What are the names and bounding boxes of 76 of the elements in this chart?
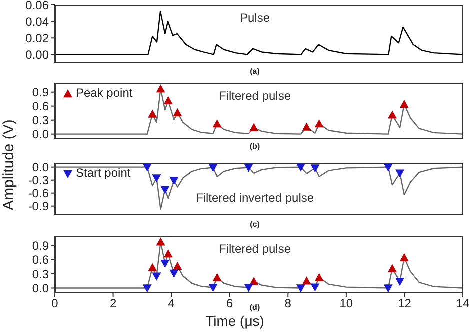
x-tick-label: 2 (110, 296, 117, 311)
point (164, 96, 173, 104)
y-tick-label: -0.6 (28, 186, 50, 201)
annotation: Pulse (238, 11, 272, 25)
point (400, 100, 409, 108)
point (170, 270, 179, 278)
point (173, 108, 182, 116)
legend-label: Peak point (76, 86, 133, 100)
y-tick-label: -0.3 (28, 174, 50, 188)
x-tick-label: 0 (52, 296, 59, 311)
point (250, 123, 259, 132)
point (388, 264, 397, 272)
y-tick-label: 0.02 (26, 31, 50, 46)
point (156, 84, 166, 93)
point (156, 238, 166, 246)
point (296, 284, 306, 293)
x-tick-label: 12 (398, 296, 412, 311)
point (314, 273, 324, 282)
x-tick-label: 14 (456, 296, 469, 311)
x-axis-title: Time (μs) (204, 313, 266, 329)
y-tick-label: 0.3 (32, 267, 50, 282)
annotation: Filtered inverted pulse (194, 191, 316, 205)
point (302, 122, 312, 131)
y-tick-label: 0.0 (32, 128, 50, 142)
point (148, 110, 158, 118)
y-axis-title: Amplitude (V) (0, 120, 18, 210)
point (384, 164, 393, 172)
point (152, 272, 162, 281)
point (208, 164, 218, 172)
x-tick-label: 4 (168, 296, 176, 311)
point (296, 164, 306, 172)
line-series (55, 11, 463, 56)
annotation: Filtered pulse (218, 89, 292, 103)
point (142, 284, 152, 293)
text: (a) (249, 67, 261, 77)
point (302, 276, 312, 285)
text: (c) (249, 220, 261, 230)
y-tick-label: 0.0 (32, 160, 50, 175)
point (164, 250, 173, 258)
point (244, 284, 254, 292)
point (396, 170, 405, 178)
point (152, 174, 162, 183)
point (212, 120, 222, 128)
x-tick-label: 6 (226, 296, 234, 311)
y-tick-label: 0.04 (26, 14, 50, 29)
legend-label: Start point (76, 166, 131, 180)
y-tick-label: 0.9 (32, 238, 50, 253)
text: (b) (248, 142, 262, 152)
y-tick-label: 0.06 (26, 0, 50, 12)
annotation: Filtered pulse (218, 242, 292, 256)
point (173, 262, 182, 270)
y-tick-label: 0.9 (32, 86, 50, 100)
point (310, 284, 320, 292)
y-tick-label: 0.6 (32, 253, 50, 268)
point (208, 284, 218, 292)
point (396, 278, 405, 286)
x-tick-label: 10 (340, 296, 354, 311)
y-tick-label: 0.3 (32, 114, 50, 128)
point (400, 253, 409, 262)
point (384, 284, 393, 293)
point (148, 263, 158, 272)
y-tick-label: 0.6 (32, 100, 50, 114)
point (160, 260, 170, 268)
point (170, 177, 179, 186)
y-tick-label: 0.00 (26, 48, 50, 62)
point (212, 273, 222, 282)
point (388, 110, 397, 119)
point (310, 164, 320, 173)
point (244, 164, 254, 172)
point (142, 164, 152, 172)
y-tick-label: -0.9 (28, 200, 50, 214)
y-tick-label: 0.0 (32, 282, 50, 296)
x-tick-label: 8 (284, 296, 292, 311)
point (314, 120, 324, 128)
text: (d) (250, 303, 260, 312)
point (160, 186, 170, 194)
